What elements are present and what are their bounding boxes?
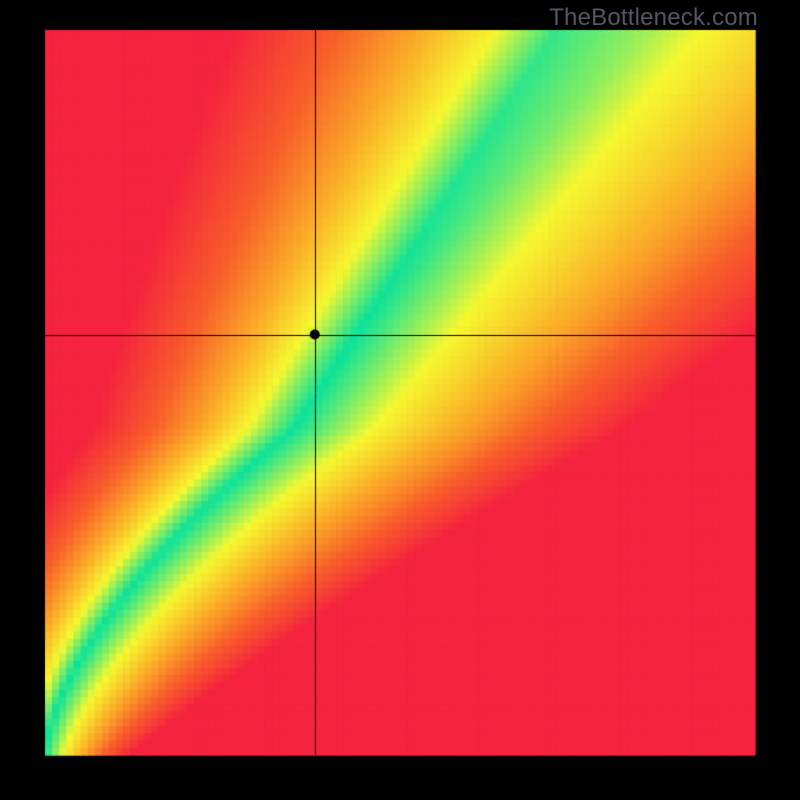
bottleneck-heatmap [0, 0, 800, 800]
chart-container: { "canvas": { "width": 800, "height": 80… [0, 0, 800, 800]
watermark-text: TheBottleneck.com [549, 4, 758, 32]
